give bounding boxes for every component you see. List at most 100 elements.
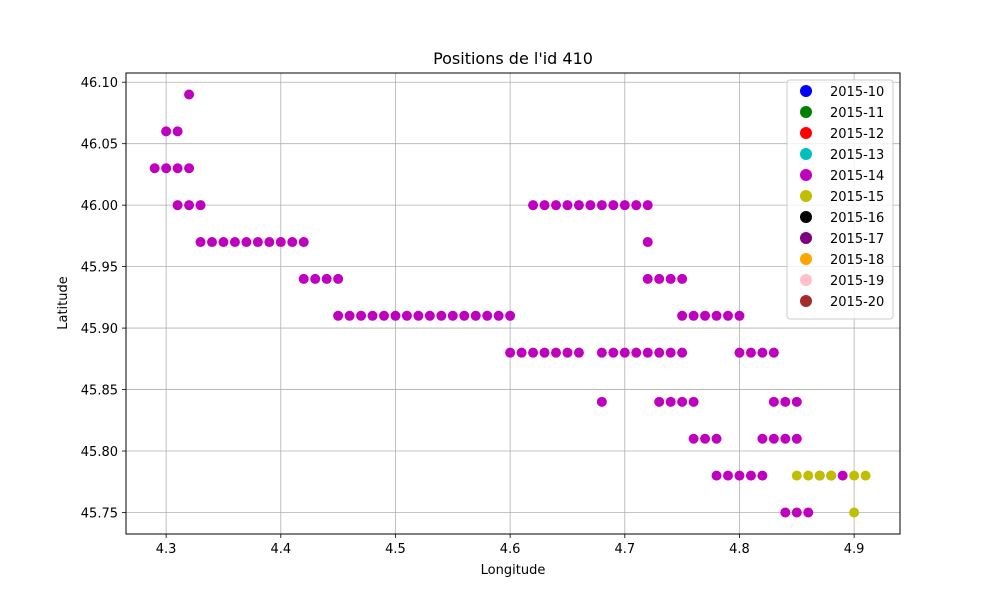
data-point bbox=[528, 347, 539, 358]
data-point bbox=[734, 347, 745, 358]
legend-label: 2015-10 bbox=[830, 85, 884, 100]
data-point bbox=[184, 200, 195, 211]
data-point bbox=[791, 433, 802, 444]
data-point bbox=[631, 200, 642, 211]
data-point bbox=[860, 470, 871, 481]
data-point bbox=[562, 200, 573, 211]
data-point bbox=[252, 237, 263, 248]
data-point bbox=[390, 310, 401, 321]
plot-area bbox=[126, 73, 900, 534]
data-point bbox=[172, 200, 183, 211]
data-point bbox=[264, 237, 275, 248]
data-point bbox=[757, 347, 768, 358]
data-point bbox=[745, 470, 756, 481]
data-point bbox=[413, 310, 424, 321]
data-point bbox=[780, 433, 791, 444]
y-axis-ticks: 45.75 45.80 45.85 45.90 45.95 46.00 46.05 46.10 bbox=[81, 76, 126, 521]
data-point bbox=[310, 273, 321, 284]
data-point bbox=[654, 347, 665, 358]
legend-label: 2015-15 bbox=[830, 190, 884, 205]
data-point bbox=[585, 200, 596, 211]
data-point bbox=[631, 347, 642, 358]
data-point bbox=[401, 310, 412, 321]
x-tick-label: 4.5 bbox=[385, 542, 406, 557]
data-point bbox=[723, 470, 733, 481]
data-point bbox=[642, 200, 653, 211]
data-point bbox=[470, 310, 481, 321]
data-point bbox=[447, 310, 458, 321]
data-point bbox=[172, 126, 183, 137]
data-point bbox=[195, 200, 206, 211]
data-point bbox=[700, 310, 711, 321]
data-point bbox=[814, 470, 825, 481]
data-point bbox=[711, 310, 722, 321]
data-point bbox=[642, 273, 653, 284]
data-point bbox=[333, 310, 344, 321]
legend-label: 2015-18 bbox=[830, 253, 884, 268]
data-point bbox=[516, 347, 527, 358]
data-point bbox=[596, 200, 607, 211]
y-tick-label: 45.95 bbox=[81, 261, 118, 276]
data-point bbox=[184, 163, 195, 174]
data-point bbox=[791, 470, 802, 481]
data-point bbox=[551, 200, 561, 211]
data-point bbox=[642, 237, 653, 248]
data-point bbox=[803, 470, 814, 481]
data-point bbox=[482, 310, 493, 321]
data-point bbox=[539, 347, 550, 358]
data-point bbox=[677, 273, 688, 284]
data-point bbox=[298, 273, 309, 284]
data-point bbox=[321, 273, 332, 284]
legend-marker bbox=[800, 211, 812, 223]
data-point bbox=[596, 396, 607, 407]
data-point bbox=[757, 470, 768, 481]
data-point bbox=[791, 396, 802, 407]
x-axis-ticks: 4.3 4.4 4.5 4.6 4.7 4.8 4.9 bbox=[156, 534, 864, 557]
legend-marker bbox=[800, 295, 812, 307]
data-point bbox=[573, 200, 584, 211]
data-point bbox=[803, 507, 814, 518]
data-point bbox=[734, 470, 745, 481]
data-point bbox=[379, 310, 389, 321]
data-point bbox=[149, 163, 160, 174]
data-point bbox=[596, 347, 607, 358]
data-point bbox=[665, 347, 676, 358]
data-point bbox=[677, 396, 688, 407]
y-tick-label: 46.00 bbox=[81, 199, 118, 214]
legend-label: 2015-14 bbox=[830, 169, 884, 184]
data-point bbox=[207, 237, 217, 248]
legend-label: 2015-17 bbox=[830, 232, 884, 247]
data-point bbox=[688, 433, 699, 444]
legend-label: 2015-11 bbox=[830, 106, 884, 121]
data-point bbox=[711, 433, 722, 444]
data-point bbox=[654, 396, 665, 407]
legend-marker bbox=[800, 169, 812, 181]
legend-label: 2015-20 bbox=[830, 295, 884, 310]
data-point bbox=[344, 310, 355, 321]
data-point bbox=[745, 347, 756, 358]
legend-label: 2015-13 bbox=[830, 148, 884, 163]
data-point bbox=[608, 347, 619, 358]
data-point bbox=[700, 433, 711, 444]
y-tick-label: 45.85 bbox=[81, 384, 118, 399]
legend-marker bbox=[800, 106, 812, 118]
data-point bbox=[791, 507, 802, 518]
chart-title: Positions de l'id 410 bbox=[433, 49, 593, 68]
data-point bbox=[768, 347, 779, 358]
data-point bbox=[642, 347, 653, 358]
data-point bbox=[768, 396, 779, 407]
data-point bbox=[711, 470, 722, 481]
legend-marker bbox=[800, 127, 812, 139]
legend-marker bbox=[800, 274, 812, 286]
data-point bbox=[677, 347, 688, 358]
data-point bbox=[333, 273, 344, 284]
data-point bbox=[837, 470, 848, 481]
data-point bbox=[241, 237, 252, 248]
data-point bbox=[608, 200, 619, 211]
data-point bbox=[734, 310, 745, 321]
data-point bbox=[436, 310, 447, 321]
legend-marker bbox=[800, 190, 812, 202]
data-point bbox=[768, 433, 779, 444]
data-point bbox=[275, 237, 286, 248]
